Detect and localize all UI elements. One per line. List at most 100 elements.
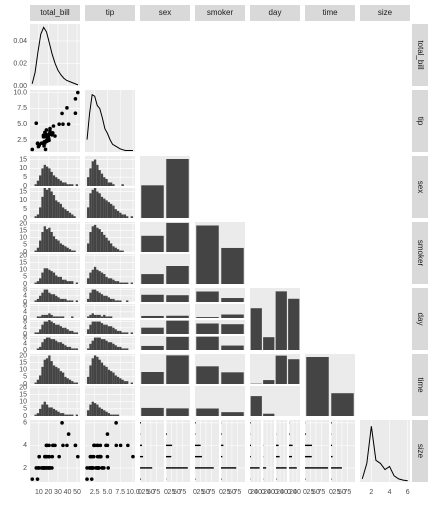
- histogram-bar: [76, 300, 78, 302]
- y-tick-label: 10: [19, 267, 27, 274]
- histogram-bar: [99, 229, 101, 252]
- histogram-bar: [87, 243, 89, 252]
- column-strip-label: time: [322, 8, 338, 17]
- panel-background: [221, 420, 245, 482]
- histogram-bar: [57, 316, 59, 318]
- histogram-bar: [89, 325, 91, 334]
- point: [106, 444, 110, 448]
- column-strip-label: day: [269, 8, 282, 17]
- y-tick-label: 20: [19, 352, 27, 359]
- bar: [140, 445, 142, 446]
- histogram-bar: [34, 184, 36, 186]
- histogram-bar: [62, 280, 64, 284]
- histogram-bar: [115, 300, 117, 302]
- histogram-bar: [57, 277, 59, 284]
- histogram-bar: [94, 188, 96, 218]
- y-tick-label: 0.04: [13, 38, 27, 45]
- point: [36, 142, 40, 146]
- histogram-bar: [69, 213, 71, 218]
- histogram-bar: [103, 339, 105, 350]
- bar: [140, 478, 141, 479]
- y-tick-label: 5: [23, 174, 27, 181]
- histogram-bar: [37, 281, 39, 284]
- histogram-bar: [99, 193, 101, 218]
- y-tick-label: 5: [23, 274, 27, 281]
- histogram-bar: [34, 415, 36, 416]
- histogram-bar: [48, 407, 50, 416]
- histogram-bar: [60, 413, 62, 416]
- histogram-bar: [124, 214, 126, 218]
- bar: [221, 467, 236, 468]
- histogram-bar: [105, 238, 107, 252]
- panel-background: [289, 420, 300, 482]
- histogram-bar: [55, 367, 57, 384]
- histogram-bar: [115, 329, 117, 334]
- panel-background: [276, 420, 287, 482]
- histogram-bar: [48, 313, 50, 318]
- panel-background: [360, 420, 410, 482]
- bar: [221, 346, 244, 350]
- panel-background: [140, 420, 164, 482]
- histogram-bar: [94, 225, 96, 252]
- histogram-bar: [51, 192, 53, 218]
- histogram-bar: [53, 236, 55, 252]
- histogram-bar: [92, 402, 94, 416]
- point: [61, 444, 65, 448]
- point: [34, 466, 38, 470]
- point: [102, 466, 106, 470]
- y-tick-label: 5.0: [17, 121, 27, 128]
- point: [76, 91, 80, 95]
- histogram-bar: [62, 344, 64, 350]
- histogram-bar: [117, 281, 119, 284]
- bar: [289, 445, 293, 446]
- histogram-bar: [110, 278, 112, 284]
- column-strip-label: size: [378, 8, 393, 17]
- histogram-bar: [103, 177, 105, 186]
- histogram-bar: [131, 332, 133, 334]
- y-tick-label: 10: [19, 197, 27, 204]
- histogram-bar: [119, 331, 121, 334]
- bar: [196, 225, 219, 284]
- histogram-bar: [48, 168, 50, 186]
- histogram-bar: [76, 283, 78, 284]
- column-strip-label: sex: [159, 8, 171, 17]
- histogram-bar: [115, 345, 117, 350]
- bar: [305, 467, 328, 468]
- histogram-bar: [67, 329, 69, 334]
- histogram-bar: [64, 209, 66, 218]
- bar: [331, 445, 332, 446]
- histogram-bar: [73, 216, 75, 218]
- histogram-bar: [46, 290, 48, 302]
- histogram-bar: [126, 300, 128, 302]
- histogram-bar: [67, 347, 69, 350]
- bar: [166, 321, 189, 334]
- point: [57, 455, 61, 459]
- histogram-bar: [92, 313, 94, 318]
- bar: [305, 445, 312, 446]
- histogram-bar: [67, 378, 69, 384]
- histogram-bar: [57, 179, 59, 186]
- histogram-bar: [73, 348, 75, 350]
- bar: [195, 467, 214, 468]
- histogram-bar: [37, 413, 39, 416]
- histogram-bar: [105, 277, 107, 284]
- histogram-bar: [121, 283, 123, 284]
- histogram-bar: [76, 415, 78, 416]
- panel-background: [263, 420, 274, 482]
- histogram-bar: [55, 316, 57, 318]
- histogram-bar: [37, 248, 39, 252]
- histogram-bar: [51, 271, 53, 284]
- histogram-bar: [73, 251, 75, 252]
- histogram-bar: [69, 300, 71, 302]
- histogram-bar: [89, 405, 91, 416]
- histogram-bar: [94, 322, 96, 334]
- histogram-bar: [112, 344, 114, 350]
- histogram-bar: [101, 316, 103, 318]
- point: [76, 455, 80, 459]
- histogram-bar: [99, 170, 101, 186]
- histogram-bar: [92, 290, 94, 302]
- histogram-bar: [101, 273, 103, 284]
- histogram-bar: [117, 415, 119, 416]
- histogram-bar: [53, 175, 55, 186]
- histogram-bar: [117, 211, 119, 218]
